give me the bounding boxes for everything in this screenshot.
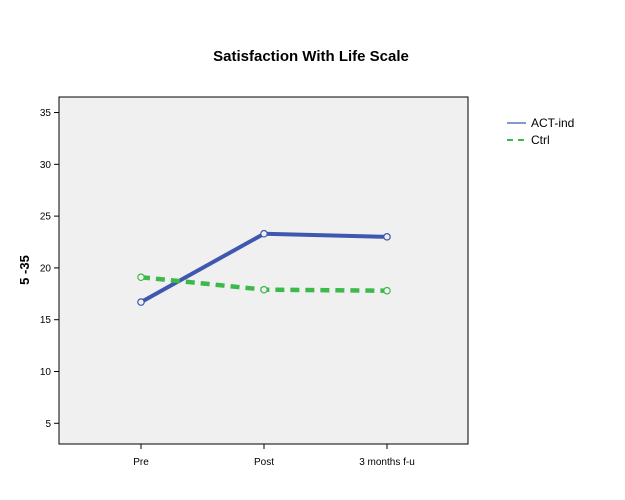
y-tick-label: 10: [40, 367, 52, 378]
x-tick-label: Pre: [133, 457, 149, 468]
x-axis: Pre Post 3 months f-u: [133, 444, 415, 468]
y-tick-label: 15: [40, 315, 52, 326]
y-axis: 5 10 15 20 25 30 35: [40, 108, 59, 430]
chart-title: Satisfaction With Life Scale: [213, 48, 409, 65]
y-tick-label: 5: [45, 419, 51, 430]
legend-label: ACT-ind: [531, 116, 574, 130]
data-point: [137, 298, 145, 306]
y-tick-label: 30: [40, 160, 52, 171]
data-point: [137, 273, 145, 282]
y-tick-label: 20: [40, 263, 52, 274]
plot-area: [58, 96, 469, 445]
data-point: [383, 233, 391, 241]
legend-label: Ctrl: [531, 133, 550, 147]
y-axis-label: 5 -35: [17, 255, 32, 285]
data-point: [383, 286, 391, 295]
data-point: [260, 285, 268, 294]
y-tick-label: 25: [40, 212, 52, 223]
legend: ACT-ind Ctrl: [507, 116, 574, 147]
y-tick-label: 35: [40, 108, 52, 119]
data-point: [260, 229, 268, 238]
x-tick-label: Post: [254, 457, 274, 468]
series-layer: [137, 229, 391, 306]
x-tick-label: 3 months f-u: [359, 457, 415, 468]
